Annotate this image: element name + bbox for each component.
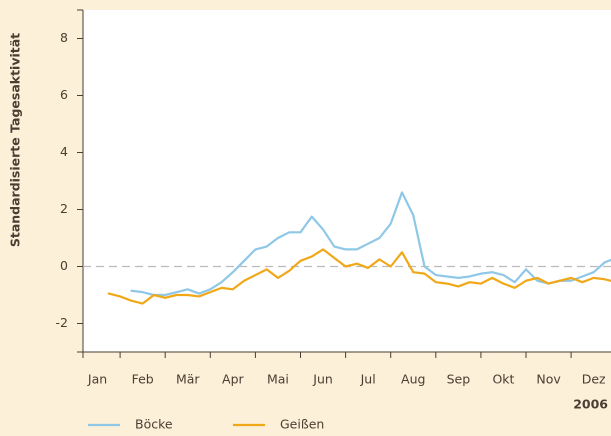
year-label: 2006 xyxy=(573,397,608,412)
legend-label: Geißen xyxy=(280,417,324,432)
y-tick-label: 2 xyxy=(60,201,68,216)
plot-area xyxy=(83,10,611,352)
x-tick-label: Apr xyxy=(222,372,244,387)
y-axis-label: Standardisierte Tagesaktivität xyxy=(8,33,23,247)
x-tick-label: Nov xyxy=(536,372,561,387)
y-tick-label: -2 xyxy=(56,315,68,330)
x-tick-label: Jan xyxy=(87,372,107,387)
series-line xyxy=(107,248,611,305)
y-tick-label: 8 xyxy=(60,30,68,45)
x-tick-label: Dez xyxy=(582,372,606,387)
x-tick-label: Jul xyxy=(360,372,376,387)
x-tick-label: Jun xyxy=(312,372,333,387)
y-tick-label: 0 xyxy=(60,258,68,273)
x-tick-label: Okt xyxy=(492,372,514,387)
legend-label: Böcke xyxy=(135,417,173,432)
x-tick-label: Mai xyxy=(267,372,289,387)
y-tick-label: 4 xyxy=(60,144,68,159)
x-tick-label: Mär xyxy=(176,372,200,387)
y-tick-label: 6 xyxy=(60,87,68,102)
x-tick-label: Feb xyxy=(132,372,154,387)
x-tick-label: Aug xyxy=(401,372,425,387)
lines xyxy=(107,191,611,305)
x-tick-label: Sep xyxy=(447,372,471,387)
